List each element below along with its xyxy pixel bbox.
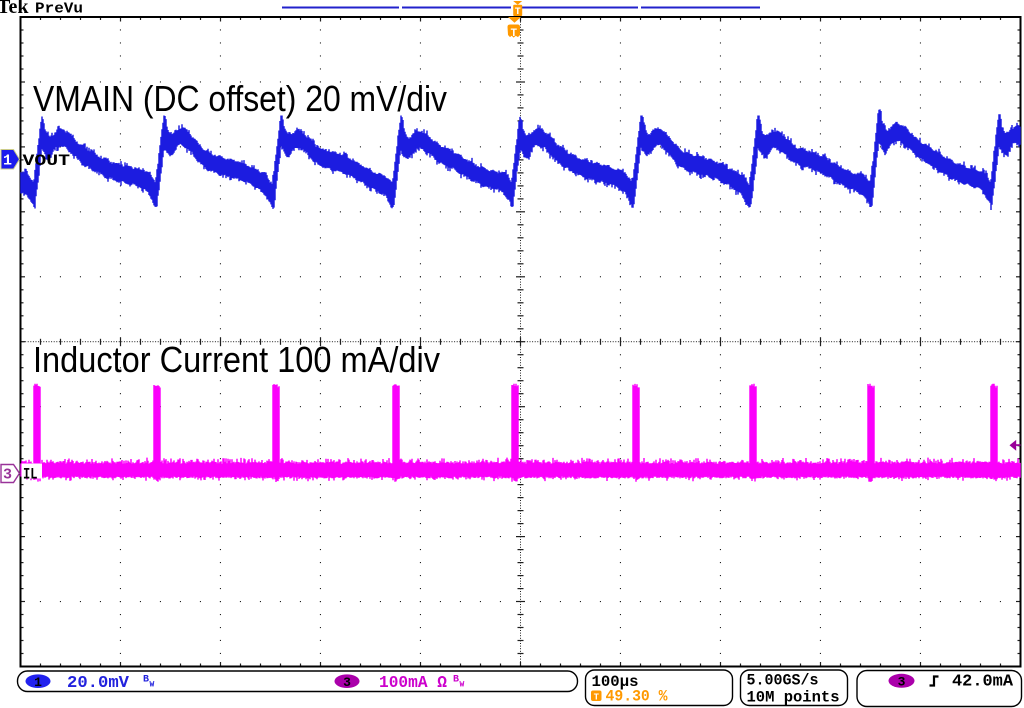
svg-text:42.0mA: 42.0mA bbox=[952, 673, 1014, 692]
svg-text:Inductor Current 100 mA/div: Inductor Current 100 mA/div bbox=[33, 339, 440, 380]
svg-text:1: 1 bbox=[3, 153, 12, 170]
svg-text:3: 3 bbox=[3, 467, 12, 484]
svg-text:1: 1 bbox=[34, 675, 42, 690]
svg-text:B: B bbox=[143, 675, 149, 686]
svg-text:10M points: 10M points bbox=[747, 689, 840, 707]
svg-text:W: W bbox=[150, 681, 155, 690]
svg-text:B: B bbox=[453, 675, 459, 686]
svg-text:100µs: 100µs bbox=[592, 673, 639, 691]
svg-text:W: W bbox=[460, 681, 465, 690]
svg-text:T: T bbox=[510, 28, 517, 40]
svg-text:Tek: Tek bbox=[0, 0, 29, 18]
svg-text:100mA Ω: 100mA Ω bbox=[379, 674, 447, 693]
svg-text:3: 3 bbox=[898, 675, 906, 690]
svg-text:T: T bbox=[515, 7, 521, 18]
svg-text:IL: IL bbox=[23, 466, 38, 484]
svg-text:3: 3 bbox=[343, 675, 351, 690]
svg-text:49.30 %: 49.30 % bbox=[606, 688, 668, 706]
svg-text:T: T bbox=[594, 692, 600, 702]
svg-text:VOUT: VOUT bbox=[23, 152, 71, 170]
svg-text:PreVu: PreVu bbox=[35, 1, 83, 18]
svg-text:5.00GS/s: 5.00GS/s bbox=[747, 672, 819, 690]
svg-text:VMAIN (DC offset) 20 mV/div: VMAIN (DC offset) 20 mV/div bbox=[33, 78, 447, 119]
svg-text:20.0mV: 20.0mV bbox=[67, 674, 130, 693]
